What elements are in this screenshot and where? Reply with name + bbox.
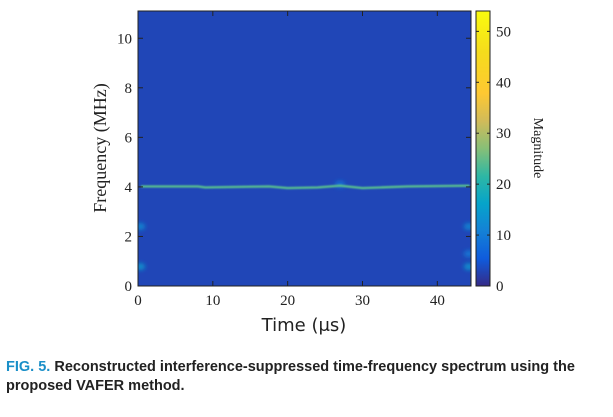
x-axis-ticks: 0 10 20 30 40 xyxy=(134,11,445,309)
y-tick-label-0: 0 xyxy=(125,279,133,295)
y-tick-label-2: 4 xyxy=(125,180,133,196)
component-line-3 xyxy=(141,184,470,190)
y-tick-label-3: 6 xyxy=(125,130,133,146)
x-tick-label-0: 0 xyxy=(134,293,142,309)
x-tick-label-1: 10 xyxy=(205,293,220,309)
colorbar-tick-label-3: 30 xyxy=(496,126,511,142)
colorbar-frame xyxy=(475,10,491,287)
x-tick-label-2: 20 xyxy=(280,293,295,309)
y-tick-label-1: 2 xyxy=(125,229,133,245)
y-axis-ticks: 0 2 4 6 8 10 xyxy=(117,31,471,295)
y-axis-label: Frequency (MHz) xyxy=(90,83,111,212)
edge-artifact-1 xyxy=(138,223,146,231)
y-tick-label-5: 10 xyxy=(117,31,132,47)
figure-number: FIG. 5. xyxy=(6,359,51,375)
colorbar-tick-label-1: 10 xyxy=(496,228,511,244)
figure: 0 10 20 30 40 0 2 4 6 8 10 Time (μs) Frequency (M… xyxy=(90,10,545,336)
x-tick-label-4: 40 xyxy=(430,293,445,309)
plot-frame xyxy=(137,10,472,287)
edge-artifact-3 xyxy=(463,223,471,231)
heatmap-background xyxy=(138,11,471,286)
colorbar: 0 10 20 30 40 50 Magnitude xyxy=(475,10,545,295)
figure-caption: FIG. 5. Reconstructed interference-suppr… xyxy=(6,358,611,396)
colorbar-label: Magnitude xyxy=(530,118,545,179)
colorbar-tick-label-4: 40 xyxy=(496,75,511,91)
heatmap-plot-area xyxy=(137,10,472,287)
x-axis-label: Time (μs) xyxy=(261,315,347,336)
caption-text: Reconstructed interference-suppressed ti… xyxy=(6,359,575,394)
colorbar-gradient xyxy=(476,11,490,286)
x-tick-label-3: 30 xyxy=(355,293,370,309)
colorbar-tick-label-5: 50 xyxy=(496,24,511,40)
colorbar-ticks: 0 10 20 30 40 50 xyxy=(476,24,511,295)
spectrum-components xyxy=(140,184,470,269)
y-tick-label-4: 8 xyxy=(125,81,133,97)
colorbar-tick-label-0: 0 xyxy=(496,279,504,295)
edge-artifact-4 xyxy=(463,250,471,258)
colorbar-tick-label-2: 20 xyxy=(496,177,511,193)
